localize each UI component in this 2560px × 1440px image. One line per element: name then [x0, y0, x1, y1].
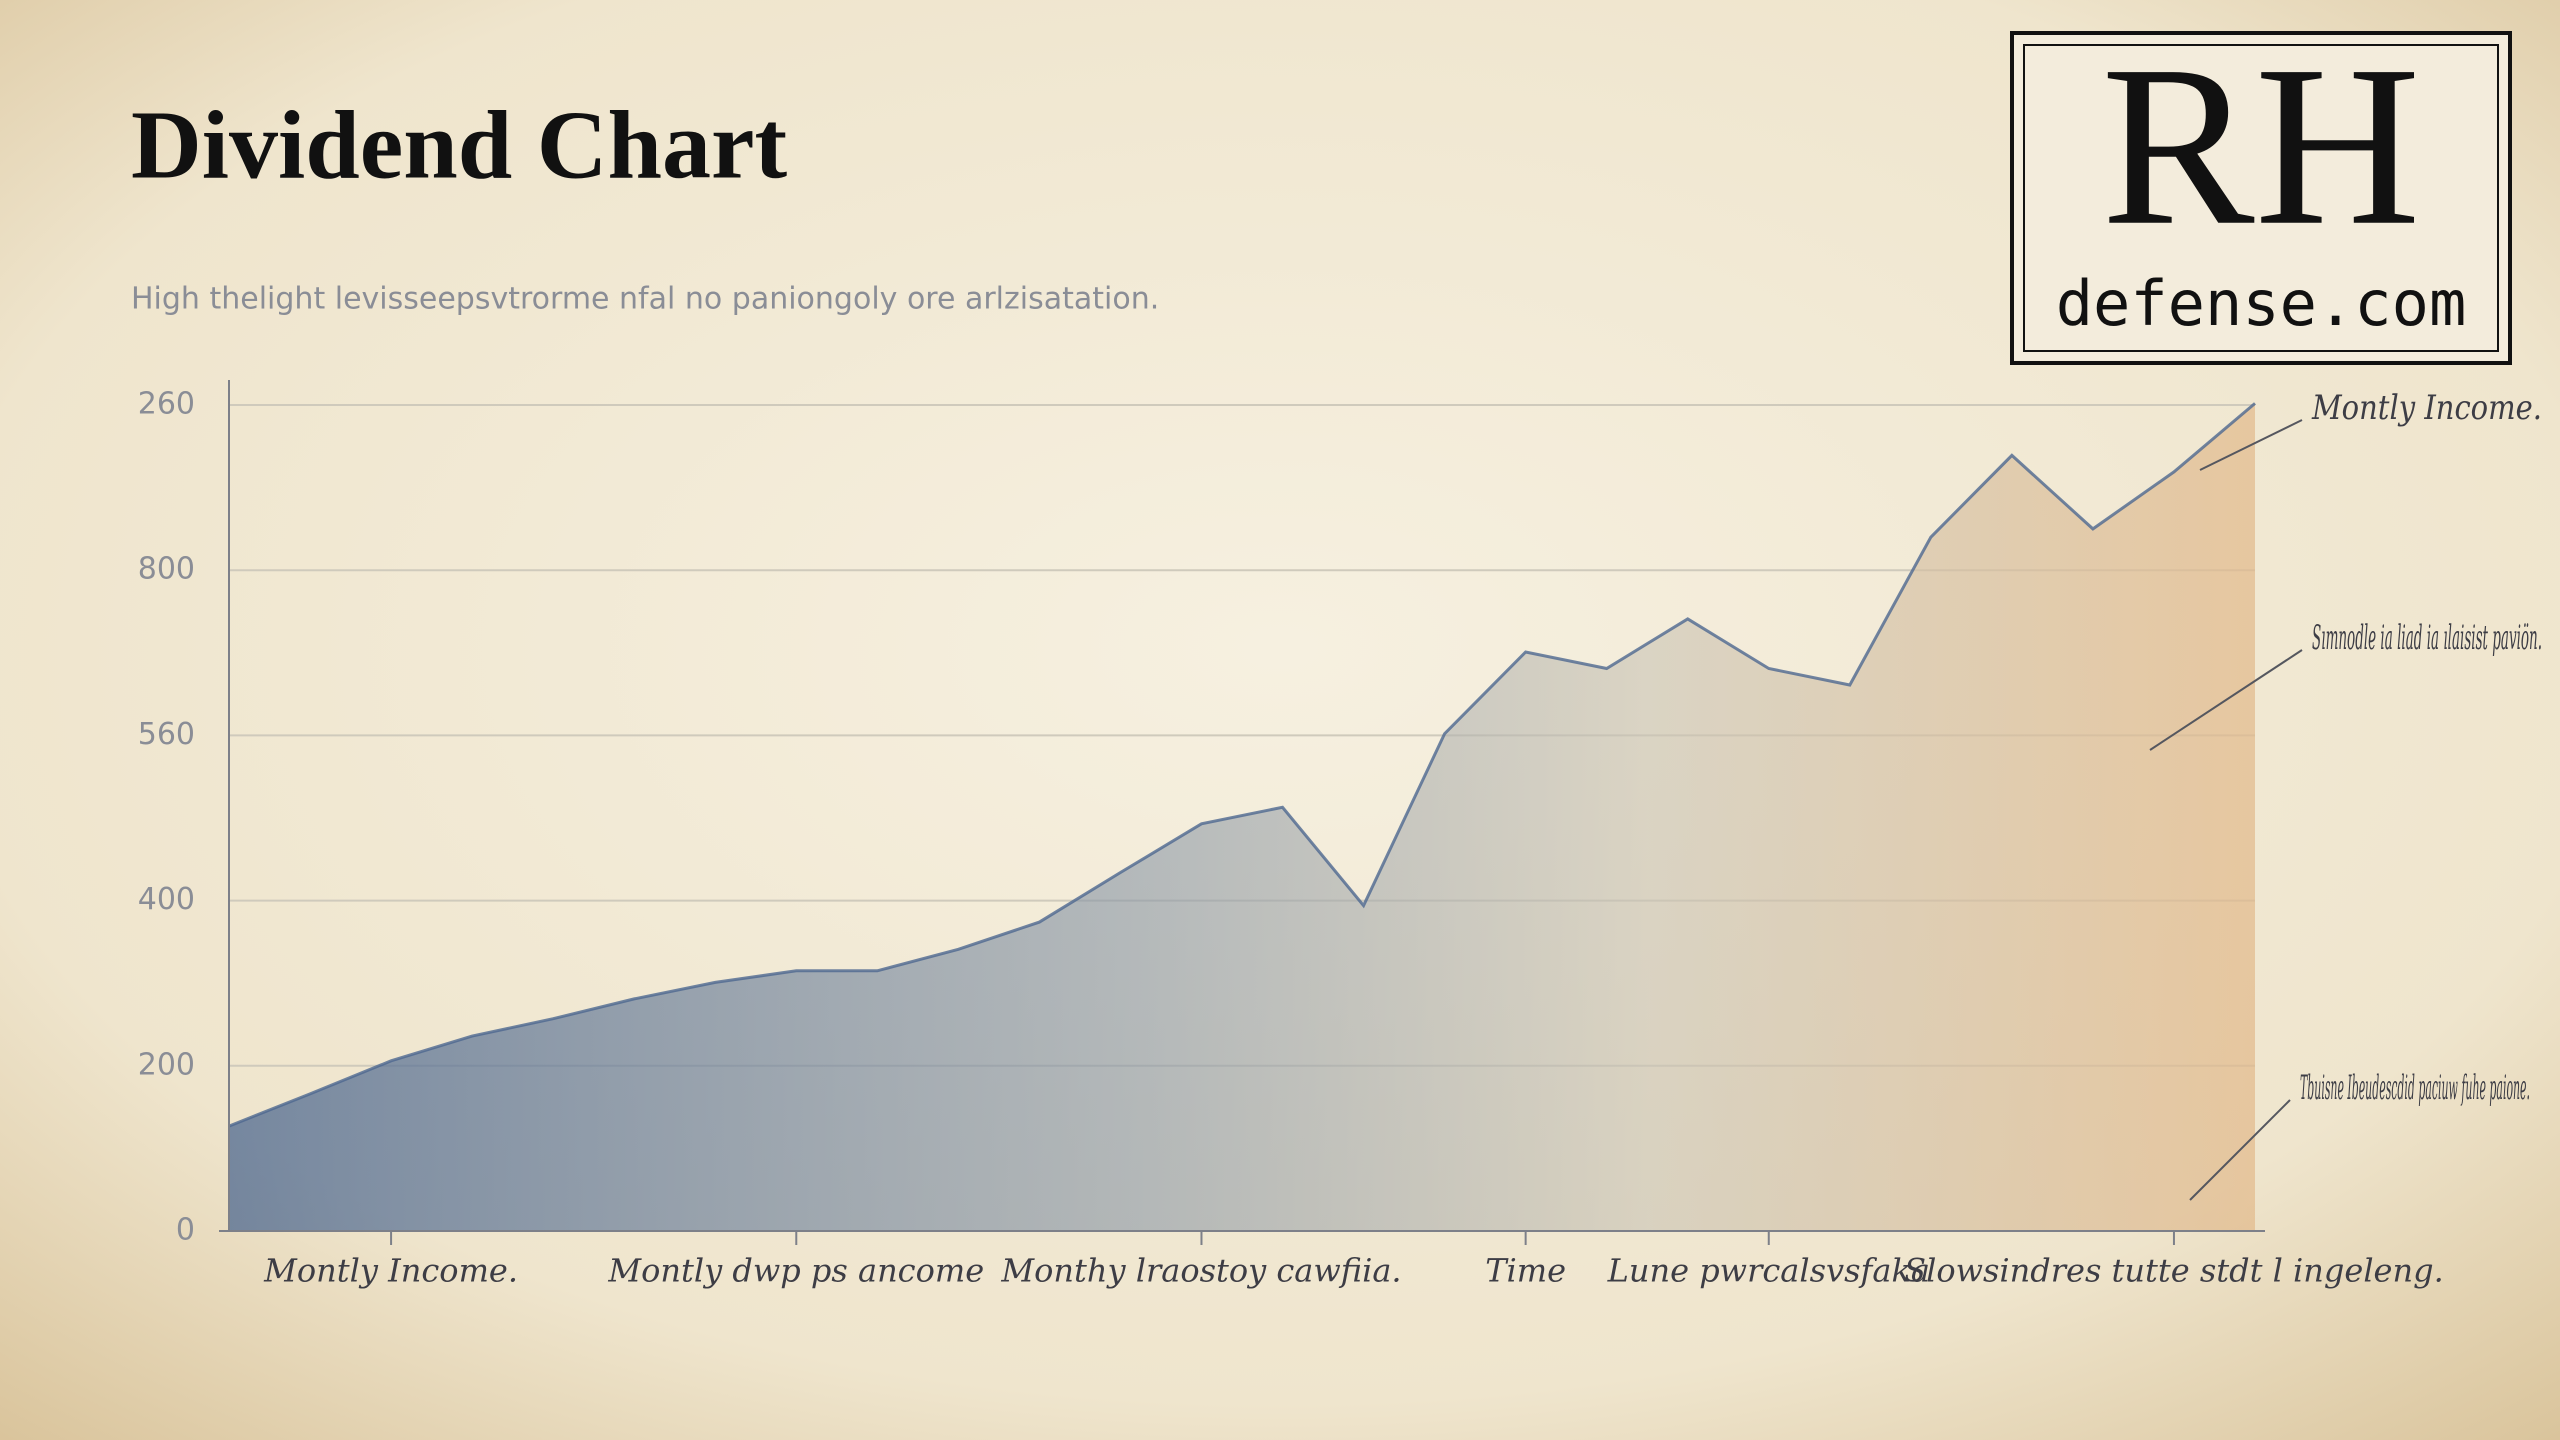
- annotation-leader: [2199, 419, 2303, 471]
- area-edge: [228, 402, 2256, 1128]
- area: [229, 403, 2255, 1231]
- x-tick-label: Montly dwp ps ancome: [607, 1252, 984, 1290]
- annotation: Montly Income.: [2311, 388, 2542, 428]
- chart-title: Dividend Chart: [131, 91, 788, 199]
- x-tick-label: Slowsindres tutte stdt l ingeleng.: [1904, 1252, 2444, 1290]
- y-tick-label: 260: [138, 387, 195, 422]
- y-tick-label: 800: [138, 552, 195, 587]
- x-tick-label: Montly Income.: [263, 1252, 518, 1290]
- chart-subtitle: High thelight levisseepsvtrorme nfal no …: [131, 282, 1159, 317]
- y-tick-label: 560: [138, 717, 195, 752]
- logo: RH defense.com: [2010, 18, 2512, 365]
- annotation-leader: [2189, 1099, 2291, 1201]
- x-tick-label: Monthy lraostoy cawfiia.: [1000, 1252, 1401, 1290]
- y-tick-label: 200: [138, 1047, 195, 1082]
- y-tick-label: 400: [138, 882, 195, 917]
- x-tick-label: Time: [1485, 1252, 1566, 1290]
- x-tick-label: Lune pwrcalsvsfaka: [1607, 1252, 1930, 1290]
- logo-mark: RH: [2101, 18, 2421, 273]
- logo-inner-frame: [2023, 44, 2499, 352]
- annotation: Sımnodle ia liad ia ılaisist paviön.: [2312, 618, 2542, 658]
- logo-site: defense.com: [2056, 267, 2467, 340]
- y-tick-label: 0: [176, 1213, 195, 1248]
- annotation: Tbuisne Ibeudescdid paciuw fuhe paione.: [2300, 1068, 2530, 1108]
- logo-frame: [2010, 31, 2512, 365]
- annotation-leader: [2149, 649, 2303, 751]
